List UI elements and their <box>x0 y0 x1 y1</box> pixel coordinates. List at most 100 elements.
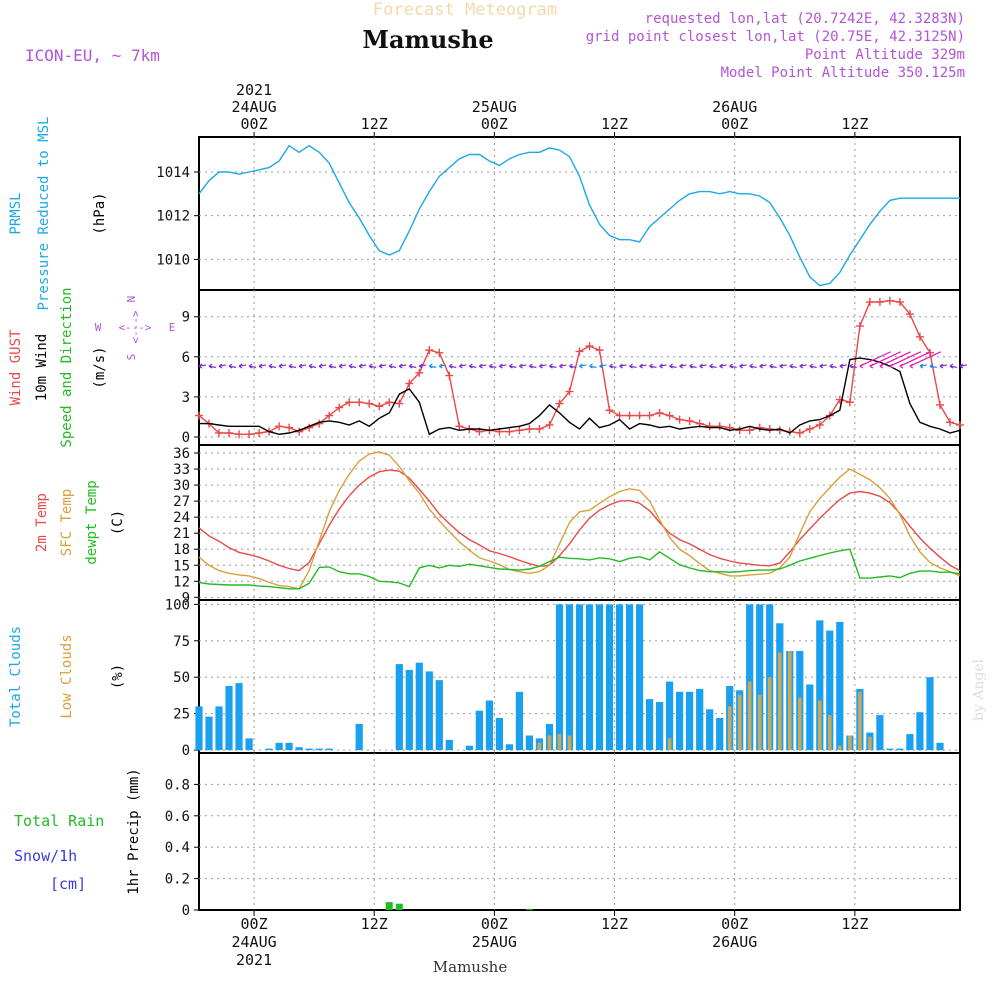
total-cloud-bar <box>515 691 523 751</box>
total-cloud-bar <box>676 691 684 751</box>
panel-1-series-1-line <box>199 357 961 436</box>
top-time-label: 2021 <box>236 81 272 99</box>
panel-4-ytick-label: 0.8 <box>165 777 190 793</box>
panel-1-frame <box>198 289 961 446</box>
total-cloud-bar <box>205 716 213 751</box>
total-cloud-bar <box>906 734 914 751</box>
wind-arrow-head <box>318 363 323 369</box>
wind-arrow-head <box>438 363 443 369</box>
gust-marker <box>715 422 724 431</box>
wind-arrow-head <box>338 363 343 369</box>
panel-3-ytick-label: 100 <box>165 597 190 613</box>
total-cloud-bar <box>646 699 654 751</box>
total-cloud-bar <box>636 604 644 751</box>
total-cloud-bar <box>696 688 704 751</box>
wind-arrow-head <box>218 363 223 369</box>
top-time-label: 00Z <box>241 115 268 133</box>
total-cloud-bar <box>505 744 513 751</box>
low-cloud-bar <box>727 706 732 751</box>
top-time-label: 26AUG <box>712 98 757 116</box>
wind-arrow-head <box>739 363 744 369</box>
wind-arrow-head <box>649 363 653 369</box>
total-cloud-bar <box>716 718 724 751</box>
wind-arrow-head <box>288 363 293 369</box>
low-cloud-bar <box>747 681 752 751</box>
total-cloud-bar <box>555 604 564 751</box>
wind-arrow-head <box>258 363 263 369</box>
gust-marker <box>545 420 554 429</box>
low-cloud-bar <box>557 734 562 751</box>
low-cloud-bar <box>667 738 672 751</box>
total-cloud-bar <box>585 604 594 751</box>
gust-marker <box>685 416 694 425</box>
total-cloud-bar <box>495 718 503 751</box>
wind-arrow-head <box>469 363 473 369</box>
low-cloud-bar <box>838 745 842 751</box>
wind-arrow-head <box>308 363 313 369</box>
top-time-label: 12Z <box>361 115 388 133</box>
panel-2-ytick-label: 9 <box>182 590 190 606</box>
gust-marker <box>585 342 594 351</box>
panel-2-ylabel: (C) <box>110 510 126 535</box>
top-time-label: 12Z <box>841 115 868 133</box>
wind-arrow-head <box>328 363 333 369</box>
total-cloud-bar <box>285 742 293 751</box>
wind-arrow-head <box>669 363 673 369</box>
wind-arrow-head <box>869 363 874 369</box>
total-cloud-bar <box>706 709 714 751</box>
top-time-label: 25AUG <box>472 98 517 116</box>
wind-arrow-head <box>448 363 453 369</box>
total-cloud-bar <box>195 706 203 751</box>
wind-arrow-head <box>909 363 914 369</box>
gust-marker <box>405 379 414 388</box>
wind-arrow-head <box>789 363 794 369</box>
total-cloud-bar <box>605 604 614 751</box>
compass-arrows-vertical: <---> <box>129 310 142 343</box>
wind-arrow-head <box>428 363 433 369</box>
gust-marker <box>325 411 334 420</box>
gust-marker <box>565 387 574 396</box>
panel-2-ytick-label: 18 <box>173 542 190 558</box>
panel-3-ylabel: (%) <box>110 664 126 689</box>
gust-marker <box>595 346 604 355</box>
top-time-label: 12Z <box>601 115 628 133</box>
gust-marker <box>665 411 674 420</box>
total-cloud-bar <box>215 706 223 751</box>
panel-2-ytick-label: 21 <box>173 526 190 542</box>
wind-arrow-head <box>509 363 513 369</box>
total-cloud-bar <box>936 742 944 751</box>
wind-arrow-head <box>959 363 964 369</box>
panel-2-ytick-label: 36 <box>173 446 190 462</box>
panel-2-ytick-label: 30 <box>173 478 190 494</box>
wind-arrow-head <box>889 363 894 369</box>
wind-arrow-head <box>809 363 814 369</box>
wind-arrow-head <box>228 363 233 369</box>
rain-bar <box>395 903 403 910</box>
wind-arrow-head <box>709 363 714 369</box>
bottom-time-label: 00Z <box>481 915 508 933</box>
panel-2-ytick-label: 12 <box>173 574 190 590</box>
gust-marker <box>895 298 904 307</box>
wind-arrow-head <box>459 363 463 369</box>
panel-0-series-0-line <box>198 144 960 287</box>
total-cloud-bar <box>666 681 674 751</box>
low-cloud-bar <box>798 697 802 751</box>
wind-arrow-head <box>559 363 563 369</box>
panel-2-ytick-label: 27 <box>173 494 190 510</box>
precip-side-label: [cm] <box>50 875 86 893</box>
gust-marker <box>635 411 644 420</box>
panel-2-series-2-line <box>198 548 961 590</box>
panel-1-ylabel: (m/s) <box>92 346 108 388</box>
gust-marker <box>195 411 203 420</box>
total-cloud-bar <box>876 715 884 751</box>
wind-arrow-head <box>599 363 603 369</box>
total-cloud-bar <box>565 604 574 751</box>
wind-arrow-head <box>949 363 954 369</box>
gust-marker <box>365 399 374 408</box>
gust-marker <box>705 422 714 431</box>
chart-title: Forecast Meteogram <box>373 0 557 20</box>
bottom-time-label: 12Z <box>361 915 388 933</box>
bottom-time-label: 2021 <box>236 951 272 969</box>
panel-0-ylabel: (hPa) <box>92 192 108 234</box>
low-cloud-bar <box>828 715 832 751</box>
